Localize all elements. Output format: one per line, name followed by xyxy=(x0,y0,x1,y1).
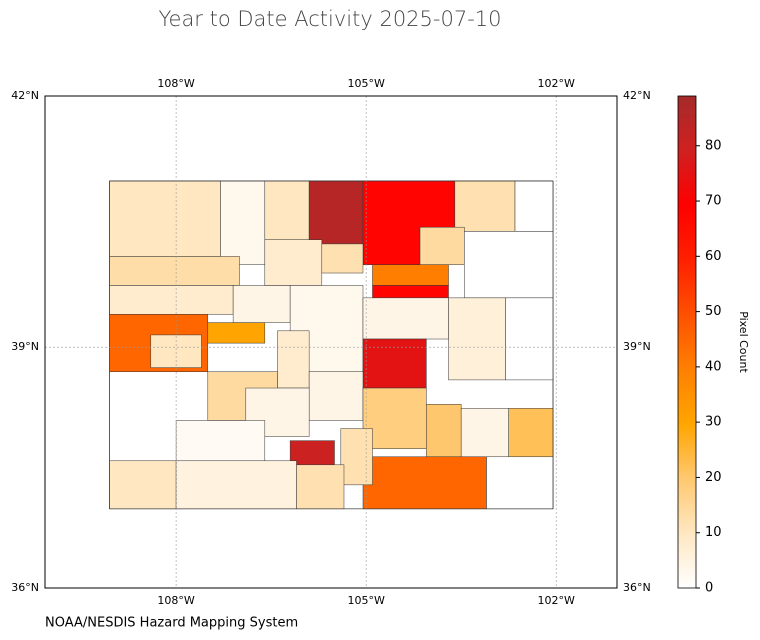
map-title: Year to Date Activity 2025-07-10 xyxy=(158,7,501,31)
county xyxy=(308,180,364,245)
county xyxy=(426,404,462,458)
county xyxy=(362,338,427,389)
county xyxy=(321,243,364,274)
county xyxy=(220,180,266,265)
y-tick-label: 39°N xyxy=(623,340,651,353)
county xyxy=(372,264,449,286)
county xyxy=(109,285,234,315)
county xyxy=(372,285,449,299)
county xyxy=(296,464,345,510)
colorbar-tick-label: 40 xyxy=(705,359,722,374)
county xyxy=(514,180,554,232)
colorbar xyxy=(677,95,697,589)
county xyxy=(175,420,266,462)
county xyxy=(460,408,509,458)
x-tick-label: 108°W xyxy=(157,594,194,607)
county xyxy=(109,460,177,510)
footer: NOAA/NESDIS Hazard Mapping System xyxy=(45,616,298,631)
county xyxy=(508,408,554,458)
county xyxy=(362,456,487,510)
county xyxy=(362,297,449,340)
county xyxy=(289,440,335,466)
county xyxy=(505,297,554,381)
y-tick-label: 36°N xyxy=(11,581,39,594)
colorbar-tick-label: 60 xyxy=(705,249,722,264)
x-tick-label: 102°W xyxy=(538,594,575,607)
colorbar-tick-label: 0 xyxy=(705,581,713,596)
colorbar-label: Pixel Count xyxy=(737,311,750,373)
state-border xyxy=(109,180,554,510)
y-tick-label: 36°N xyxy=(623,581,651,594)
x-tick-label: 105°W xyxy=(347,77,384,90)
county xyxy=(454,180,516,232)
county xyxy=(109,256,240,286)
y-tick-label: 39°N xyxy=(11,340,39,353)
county xyxy=(264,239,323,286)
map-frame xyxy=(44,95,618,589)
county xyxy=(419,226,465,265)
county xyxy=(486,456,554,510)
county xyxy=(207,322,266,344)
county xyxy=(277,330,310,389)
colorbar-tick-label: 30 xyxy=(705,415,722,430)
county xyxy=(448,297,506,381)
colorbar-tick-label: 50 xyxy=(705,304,722,319)
county xyxy=(150,334,202,368)
county xyxy=(464,231,554,299)
y-tick-label: 42°N xyxy=(623,89,651,102)
x-tick-label: 108°W xyxy=(157,77,194,90)
county xyxy=(264,180,310,240)
y-tick-label: 42°N xyxy=(11,89,39,102)
x-tick-label: 102°W xyxy=(538,77,575,90)
county xyxy=(362,387,427,449)
colorbar-tick-label: 10 xyxy=(705,525,722,540)
county xyxy=(175,460,297,510)
x-tick-label: 105°W xyxy=(347,594,384,607)
colorbar-tick-label: 20 xyxy=(705,470,722,485)
colorbar-tick-label: 80 xyxy=(705,138,722,153)
county xyxy=(340,428,373,486)
county xyxy=(109,180,221,257)
colorbar-tick-label: 70 xyxy=(705,194,722,209)
county xyxy=(232,285,291,323)
county xyxy=(308,371,364,421)
